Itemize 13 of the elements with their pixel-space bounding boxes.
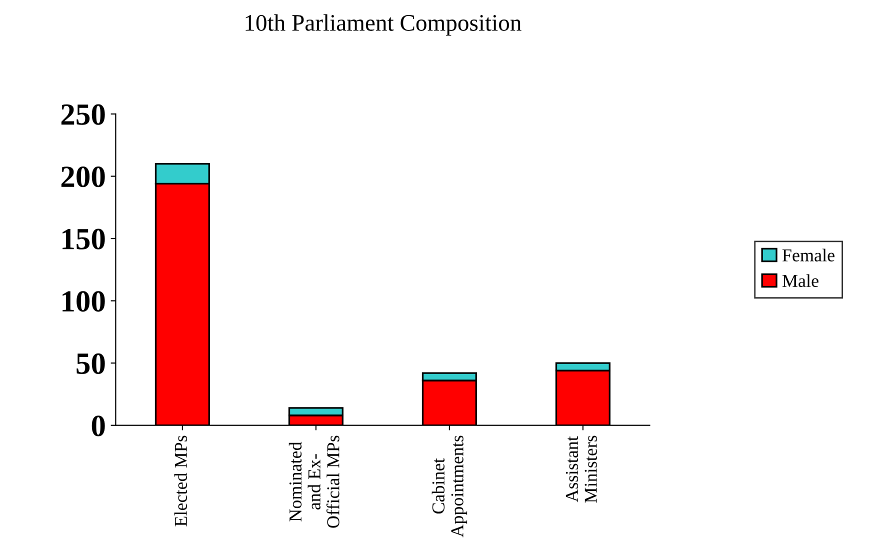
x-tick-label: Cabinet Appointments <box>432 436 468 538</box>
legend-label: Female <box>782 248 834 262</box>
y-tick-label: 150 <box>62 228 105 250</box>
y-tick-label: 250 <box>61 104 105 125</box>
chart-title: 10th Parliament Composition <box>246 14 522 36</box>
y-tick-label: 200 <box>61 166 105 188</box>
y-tick-label: 0 <box>92 416 105 436</box>
x-tick-label: Elected MPs <box>174 436 187 526</box>
y-tick-label: 100 <box>62 291 105 312</box>
x-tick-label: Assistant Ministers <box>566 436 597 503</box>
y-tick-label: 50 <box>76 353 105 374</box>
legend-label: Male <box>782 274 818 287</box>
x-tick-label: Nominated and Ex- Official MPs <box>288 436 340 528</box>
